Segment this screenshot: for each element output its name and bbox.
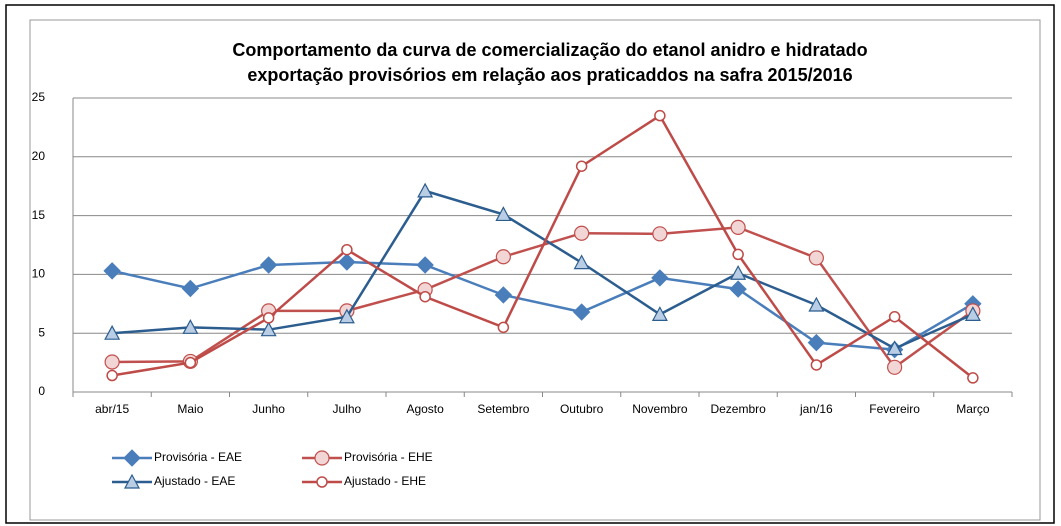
x-tick-label: abr/15 [95,402,129,416]
y-tick-label: 20 [32,149,46,163]
x-tick-label: Setembro [477,402,529,416]
x-tick-label: Outubro [560,402,604,416]
marker [494,286,513,304]
legend-label: Ajustado - EAE [154,474,235,488]
marker [652,226,668,242]
marker [654,109,666,122]
marker [967,372,979,384]
marker [810,359,823,371]
marker [888,310,901,323]
marker [495,206,512,222]
y-tick-label: 25 [32,90,46,104]
legend-label: Ajustado - EHE [344,474,426,488]
chart-title: exportação provisórios em relação aos pr… [247,65,852,85]
chart-border [29,19,1041,521]
marker [104,324,121,340]
marker [575,160,588,172]
x-tick-label: Julho [333,402,362,416]
marker [495,249,511,265]
marker [259,256,278,274]
marker [807,333,826,352]
x-tick-label: Novembro [632,402,688,416]
marker [260,321,277,337]
x-tick-label: Fevereiro [869,402,920,416]
y-tick-label: 0 [38,384,45,398]
marker [730,264,747,280]
marker [314,450,330,466]
chart-title: Comportamento da curva de comercializaçã… [232,40,867,60]
marker [338,253,356,271]
marker [104,354,120,370]
marker [729,280,747,298]
marker [887,359,903,375]
y-tick-label: 5 [38,325,45,339]
marker [419,290,431,303]
marker [184,356,197,369]
marker [182,319,199,334]
marker [316,476,328,488]
x-tick-label: Maio [177,402,203,416]
marker [416,256,434,274]
marker [572,303,591,321]
series-line [112,189,974,350]
marker [573,254,590,270]
marker [123,449,141,467]
x-tick-label: Março [956,402,990,416]
marker [651,269,669,287]
marker [497,321,510,334]
x-tick-label: Agosto [406,402,444,416]
marker [262,312,275,324]
marker [730,219,746,235]
x-tick-label: Junho [252,402,285,416]
series-line [111,260,974,351]
marker [106,369,118,382]
series-line [111,113,974,379]
marker [886,340,903,356]
marker [123,473,141,489]
marker [103,262,121,280]
marker [417,182,434,198]
marker [338,308,355,324]
marker [808,250,824,266]
marker [651,306,668,321]
legend-label: Provisória - EHE [344,450,433,464]
marker [341,243,353,256]
x-tick-label: jan/16 [799,402,833,416]
y-tick-label: 15 [32,208,46,222]
legend-label: Provisória - EAE [154,450,242,464]
y-tick-label: 10 [32,267,46,281]
marker [574,225,590,241]
marker [808,296,825,312]
x-tick-label: Dezembro [710,402,766,416]
marker [181,279,200,298]
marker [964,306,981,321]
marker [732,248,744,261]
